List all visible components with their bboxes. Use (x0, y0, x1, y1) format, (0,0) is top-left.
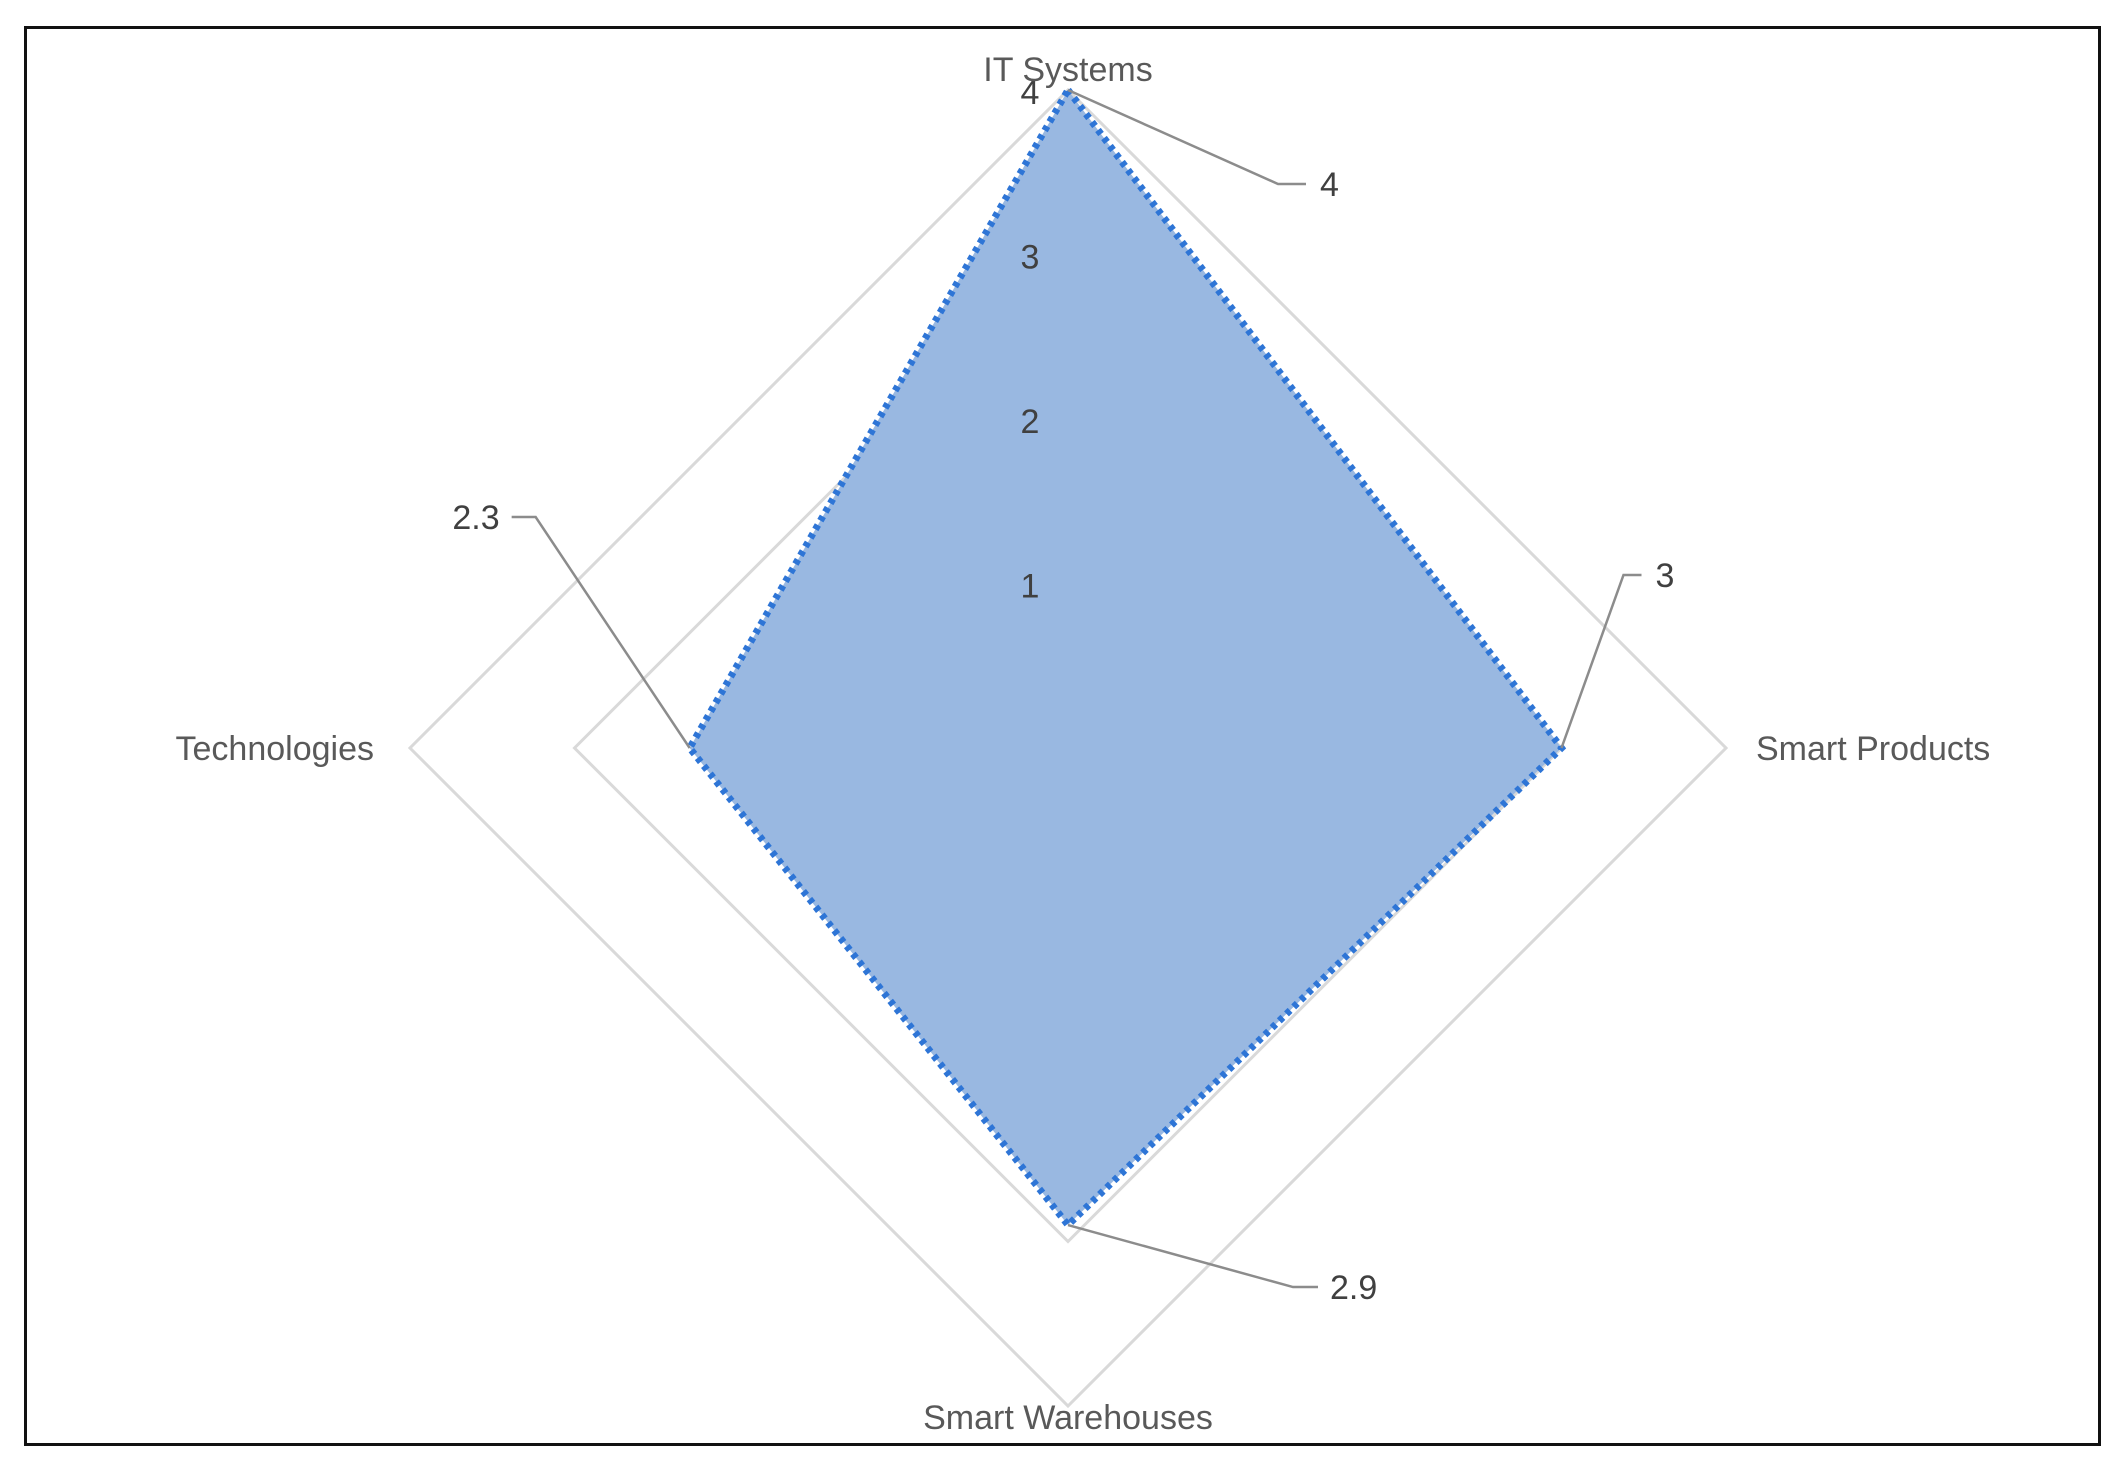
data-label-3: 2.3 (452, 499, 499, 537)
chart-frame: 1 2 3 4 IT Systems Smart Products Smart Wareho… (24, 26, 2101, 1446)
data-label-2: 2.9 (1330, 1269, 1377, 1307)
tick-label-4: 4 (1021, 74, 1040, 112)
leader-line-0 (1067, 88, 1306, 186)
tick-label-2: 2 (1021, 403, 1040, 441)
axis-label-it-systems: IT Systems (983, 51, 1152, 89)
data-label-1: 3 (1656, 557, 1675, 595)
data-label-0: 4 (1320, 166, 1339, 204)
tick-label-3: 3 (1021, 239, 1040, 277)
leader-line-1 (1560, 573, 1642, 749)
leader-line-3 (511, 515, 691, 749)
grid-ring-4 (407, 87, 1729, 1409)
axis-label-smart-products: Smart Products (1756, 730, 1990, 768)
series-area (685, 83, 1567, 1231)
axis-label-smart-warehouses: Smart Warehouses (923, 1399, 1213, 1437)
leader-line-2 (1067, 1223, 1318, 1289)
tick-label-1: 1 (1021, 568, 1040, 606)
axis-label-technologies: Technologies (176, 730, 374, 768)
